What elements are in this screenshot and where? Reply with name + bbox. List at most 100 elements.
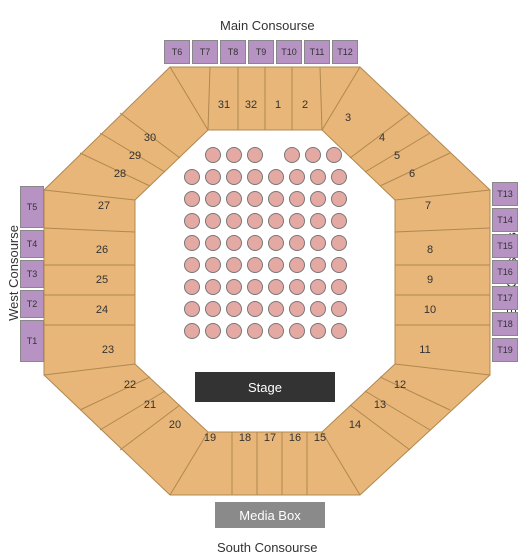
suite-t18[interactable]: T18: [492, 312, 518, 336]
section-8[interactable]: 8: [420, 242, 440, 258]
floor-table-r4-c0[interactable]: [184, 235, 200, 251]
suite-t13[interactable]: T13: [492, 182, 518, 206]
section-19[interactable]: 19: [200, 430, 220, 446]
section-3[interactable]: 3: [338, 110, 358, 126]
floor-table-r5-c0[interactable]: [184, 257, 200, 273]
section-12[interactable]: 12: [390, 377, 410, 393]
suite-t8[interactable]: T8: [220, 40, 246, 64]
section-22[interactable]: 22: [120, 377, 140, 393]
floor-table-r2-c5[interactable]: [289, 191, 305, 207]
floor-table-r6-c0[interactable]: [184, 279, 200, 295]
floor-table-r3-c4[interactable]: [268, 213, 284, 229]
floor-table-r6-c1[interactable]: [205, 279, 221, 295]
suite-t14[interactable]: T14: [492, 208, 518, 232]
section-15[interactable]: 15: [310, 430, 330, 446]
suite-t7[interactable]: T7: [192, 40, 218, 64]
section-23[interactable]: 23: [98, 342, 118, 358]
suite-t2[interactable]: T2: [20, 290, 44, 318]
floor-table-r1-c3[interactable]: [247, 169, 263, 185]
section-24[interactable]: 24: [92, 302, 112, 318]
floor-table-r1-c4[interactable]: [268, 169, 284, 185]
section-21[interactable]: 21: [140, 397, 160, 413]
floor-table-r5-c7[interactable]: [331, 257, 347, 273]
section-29[interactable]: 29: [125, 148, 145, 164]
floor-table-r4-c4[interactable]: [268, 235, 284, 251]
floor-table-r5-c1[interactable]: [205, 257, 221, 273]
floor-table-r8-c1[interactable]: [205, 323, 221, 339]
floor-table-r3-c1[interactable]: [205, 213, 221, 229]
floor-table-r8-c2[interactable]: [226, 323, 242, 339]
section-7[interactable]: 7: [418, 198, 438, 214]
floor-table-r8-c7[interactable]: [331, 323, 347, 339]
floor-table-r6-c6[interactable]: [310, 279, 326, 295]
floor-table-r8-c5[interactable]: [289, 323, 305, 339]
section-20[interactable]: 20: [165, 417, 185, 433]
suite-t4[interactable]: T4: [20, 230, 44, 258]
floor-table-r6-c7[interactable]: [331, 279, 347, 295]
floor-table-r7-c7[interactable]: [331, 301, 347, 317]
section-6[interactable]: 6: [402, 166, 422, 182]
section-25[interactable]: 25: [92, 272, 112, 288]
suite-t16[interactable]: T16: [492, 260, 518, 284]
floor-table-r1-c7[interactable]: [331, 169, 347, 185]
section-17[interactable]: 17: [260, 430, 280, 446]
section-13[interactable]: 13: [370, 397, 390, 413]
floor-table-r1-c0[interactable]: [184, 169, 200, 185]
floor-table-r8-c6[interactable]: [310, 323, 326, 339]
floor-table-r3-c6[interactable]: [310, 213, 326, 229]
floor-table-r6-c5[interactable]: [289, 279, 305, 295]
section-16[interactable]: 16: [285, 430, 305, 446]
floor-table-r6-c3[interactable]: [247, 279, 263, 295]
floor-table-r1-c6[interactable]: [310, 169, 326, 185]
floor-table-r3-c7[interactable]: [331, 213, 347, 229]
section-2[interactable]: 2: [295, 97, 315, 113]
floor-table-r7-c2[interactable]: [226, 301, 242, 317]
floor-table-r7-c3[interactable]: [247, 301, 263, 317]
suite-t19[interactable]: T19: [492, 338, 518, 362]
floor-table-r4-c3[interactable]: [247, 235, 263, 251]
section-11[interactable]: 11: [415, 342, 435, 358]
floor-table-r7-c0[interactable]: [184, 301, 200, 317]
section-10[interactable]: 10: [420, 302, 440, 318]
floor-table-r5-c2[interactable]: [226, 257, 242, 273]
floor-table-r2-c1[interactable]: [205, 191, 221, 207]
section-31[interactable]: 31: [214, 97, 234, 113]
floor-table-r3-c0[interactable]: [184, 213, 200, 229]
floor-table-r0-c1[interactable]: [226, 147, 242, 163]
suite-t6[interactable]: T6: [164, 40, 190, 64]
floor-table-r7-c4[interactable]: [268, 301, 284, 317]
floor-table-r6-c4[interactable]: [268, 279, 284, 295]
floor-table-r4-c5[interactable]: [289, 235, 305, 251]
floor-table-r3-c3[interactable]: [247, 213, 263, 229]
section-5[interactable]: 5: [387, 148, 407, 164]
floor-table-r2-c6[interactable]: [310, 191, 326, 207]
floor-table-r6-c2[interactable]: [226, 279, 242, 295]
floor-table-r8-c4[interactable]: [268, 323, 284, 339]
suite-t15[interactable]: T15: [492, 234, 518, 258]
floor-table-r4-c7[interactable]: [331, 235, 347, 251]
suite-t12[interactable]: T12: [332, 40, 358, 64]
floor-table-r5-c6[interactable]: [310, 257, 326, 273]
floor-table-r8-c0[interactable]: [184, 323, 200, 339]
floor-table-r1-c5[interactable]: [289, 169, 305, 185]
suite-t3[interactable]: T3: [20, 260, 44, 288]
floor-table-r2-c4[interactable]: [268, 191, 284, 207]
floor-table-r0-c2[interactable]: [247, 147, 263, 163]
floor-table-r2-c7[interactable]: [331, 191, 347, 207]
section-27[interactable]: 27: [94, 198, 114, 214]
floor-table-r3-c5[interactable]: [289, 213, 305, 229]
section-18[interactable]: 18: [235, 430, 255, 446]
floor-table-r0-c0[interactable]: [205, 147, 221, 163]
floor-table-r5-c3[interactable]: [247, 257, 263, 273]
floor-table-r2-c0[interactable]: [184, 191, 200, 207]
section-14[interactable]: 14: [345, 417, 365, 433]
floor-table-r3-c2[interactable]: [226, 213, 242, 229]
floor-table-r4-c6[interactable]: [310, 235, 326, 251]
section-32[interactable]: 32: [241, 97, 261, 113]
suite-t1[interactable]: T1: [20, 320, 44, 362]
suite-t5[interactable]: T5: [20, 186, 44, 228]
floor-table-r5-c4[interactable]: [268, 257, 284, 273]
floor-table-r7-c1[interactable]: [205, 301, 221, 317]
suite-t11[interactable]: T11: [304, 40, 330, 64]
section-26[interactable]: 26: [92, 242, 112, 258]
